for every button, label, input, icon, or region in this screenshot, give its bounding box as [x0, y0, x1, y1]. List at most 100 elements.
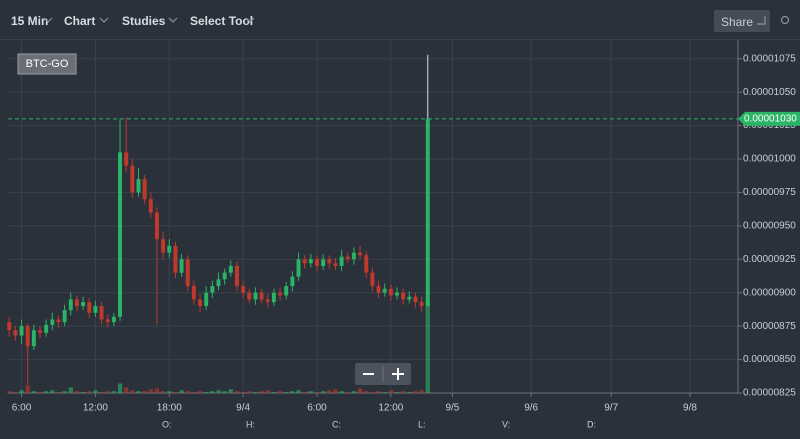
x-tick-label: 9/6 — [524, 403, 538, 414]
chart-menu[interactable]: Chart — [64, 14, 96, 28]
candle-body — [302, 259, 307, 264]
candle-body — [284, 286, 289, 296]
volume-bar — [50, 390, 55, 393]
y-tick-label: 0.00000825 — [743, 388, 796, 399]
volume-bar — [105, 391, 110, 393]
x-tick-label: 6:00 — [12, 403, 32, 414]
share-button[interactable]: Share — [714, 10, 770, 32]
candle-body — [68, 299, 73, 311]
studies-menu[interactable]: Studies — [122, 14, 166, 28]
candle-body — [124, 152, 129, 166]
volume-bar — [302, 392, 307, 393]
candle-body — [99, 306, 104, 320]
x-tick-label: 9/7 — [604, 403, 618, 414]
candle-body — [413, 296, 418, 303]
volume-bar — [419, 390, 424, 393]
volume-bar — [13, 392, 18, 393]
volume-bar — [327, 390, 332, 393]
candle-body — [198, 299, 203, 307]
y-tick-label: 0.00001075 — [743, 53, 796, 64]
x-tick-label: 9/4 — [236, 403, 250, 414]
volume-bar — [142, 391, 147, 393]
volume-bar — [308, 391, 313, 393]
ohlc-label: C: — [332, 419, 341, 429]
x-tick-label: 18:00 — [157, 403, 182, 414]
candle-body — [118, 152, 122, 317]
volume-bar — [130, 390, 135, 393]
volume-bar — [111, 391, 117, 393]
volume-bar — [210, 391, 215, 393]
candle-body — [19, 326, 24, 336]
volume-bar — [339, 391, 344, 393]
volume-bar — [240, 392, 246, 393]
volume-bar — [154, 388, 160, 393]
last-price-label: 0.00001030 — [744, 114, 797, 125]
chevron — [99, 17, 109, 23]
volume-bar — [179, 390, 184, 393]
volume-bar — [364, 391, 369, 393]
settings-icon[interactable] — [780, 15, 790, 25]
volume-bar — [401, 391, 406, 393]
volume-bar — [216, 390, 221, 393]
y-tick-label: 0.00001000 — [743, 154, 796, 165]
candle-body — [136, 179, 141, 193]
candle-body — [407, 296, 412, 300]
candle-body — [56, 319, 61, 323]
candle-body — [235, 265, 239, 287]
volume-bar — [74, 391, 80, 393]
candle-body — [210, 286, 215, 293]
candle-body — [419, 302, 424, 307]
last-price-tag — [738, 111, 800, 126]
candle-body — [345, 256, 350, 260]
volume-bar — [136, 391, 141, 393]
candle-body — [148, 199, 153, 213]
candle-body — [247, 292, 252, 300]
volume-bar — [7, 391, 12, 393]
y-tick-label: 0.00000925 — [743, 254, 796, 265]
y-tick-label: 0.00000850 — [743, 354, 796, 365]
candle-body — [351, 252, 356, 260]
candle-body — [87, 302, 92, 313]
select-tool-menu[interactable]: Select Tool — [190, 14, 254, 28]
volume-bar — [31, 391, 37, 393]
toolbar: 15 Min Chart Studies Select Tool Share — [0, 0, 800, 40]
candle-body — [31, 330, 36, 347]
volume-bar — [407, 392, 412, 393]
candle-body — [358, 252, 363, 256]
volume-bar — [284, 392, 289, 393]
ohlc-label: H: — [246, 419, 255, 429]
volume-bar — [124, 387, 129, 393]
volume-bar — [357, 388, 363, 393]
candle-body — [25, 326, 30, 347]
volume-bar — [25, 385, 30, 393]
candle-body — [173, 245, 178, 273]
volume-bar — [376, 391, 381, 393]
candle-body — [185, 259, 190, 287]
candle-body — [154, 212, 159, 240]
candle-body — [111, 316, 116, 323]
interval-menu[interactable]: 15 Min — [11, 14, 49, 28]
volume-bar — [191, 392, 197, 393]
x-tick-label: 12:00 — [378, 403, 403, 414]
candle-body — [339, 256, 344, 266]
volume-bar — [413, 391, 418, 393]
x-tick-label: 12:00 — [83, 403, 108, 414]
zoom-in-button[interactable] — [392, 368, 404, 380]
volume-bar — [117, 383, 123, 393]
ohlc-label: O: — [162, 419, 172, 429]
volume-bar — [296, 390, 301, 393]
volume-bar — [259, 391, 264, 393]
y-tick-label: 0.00000900 — [743, 287, 796, 298]
candle-body — [222, 272, 227, 280]
volume-bar — [247, 391, 252, 393]
candle-body — [38, 330, 42, 333]
candle-body — [388, 288, 393, 296]
toolbar-icons — [43, 15, 790, 25]
candle-body — [161, 239, 166, 253]
volume-bar — [222, 391, 227, 393]
candle-body — [333, 263, 338, 266]
volume-bar — [56, 392, 61, 393]
volume-bar — [333, 389, 338, 393]
volume-bar — [253, 392, 258, 393]
candle-body — [376, 286, 381, 293]
